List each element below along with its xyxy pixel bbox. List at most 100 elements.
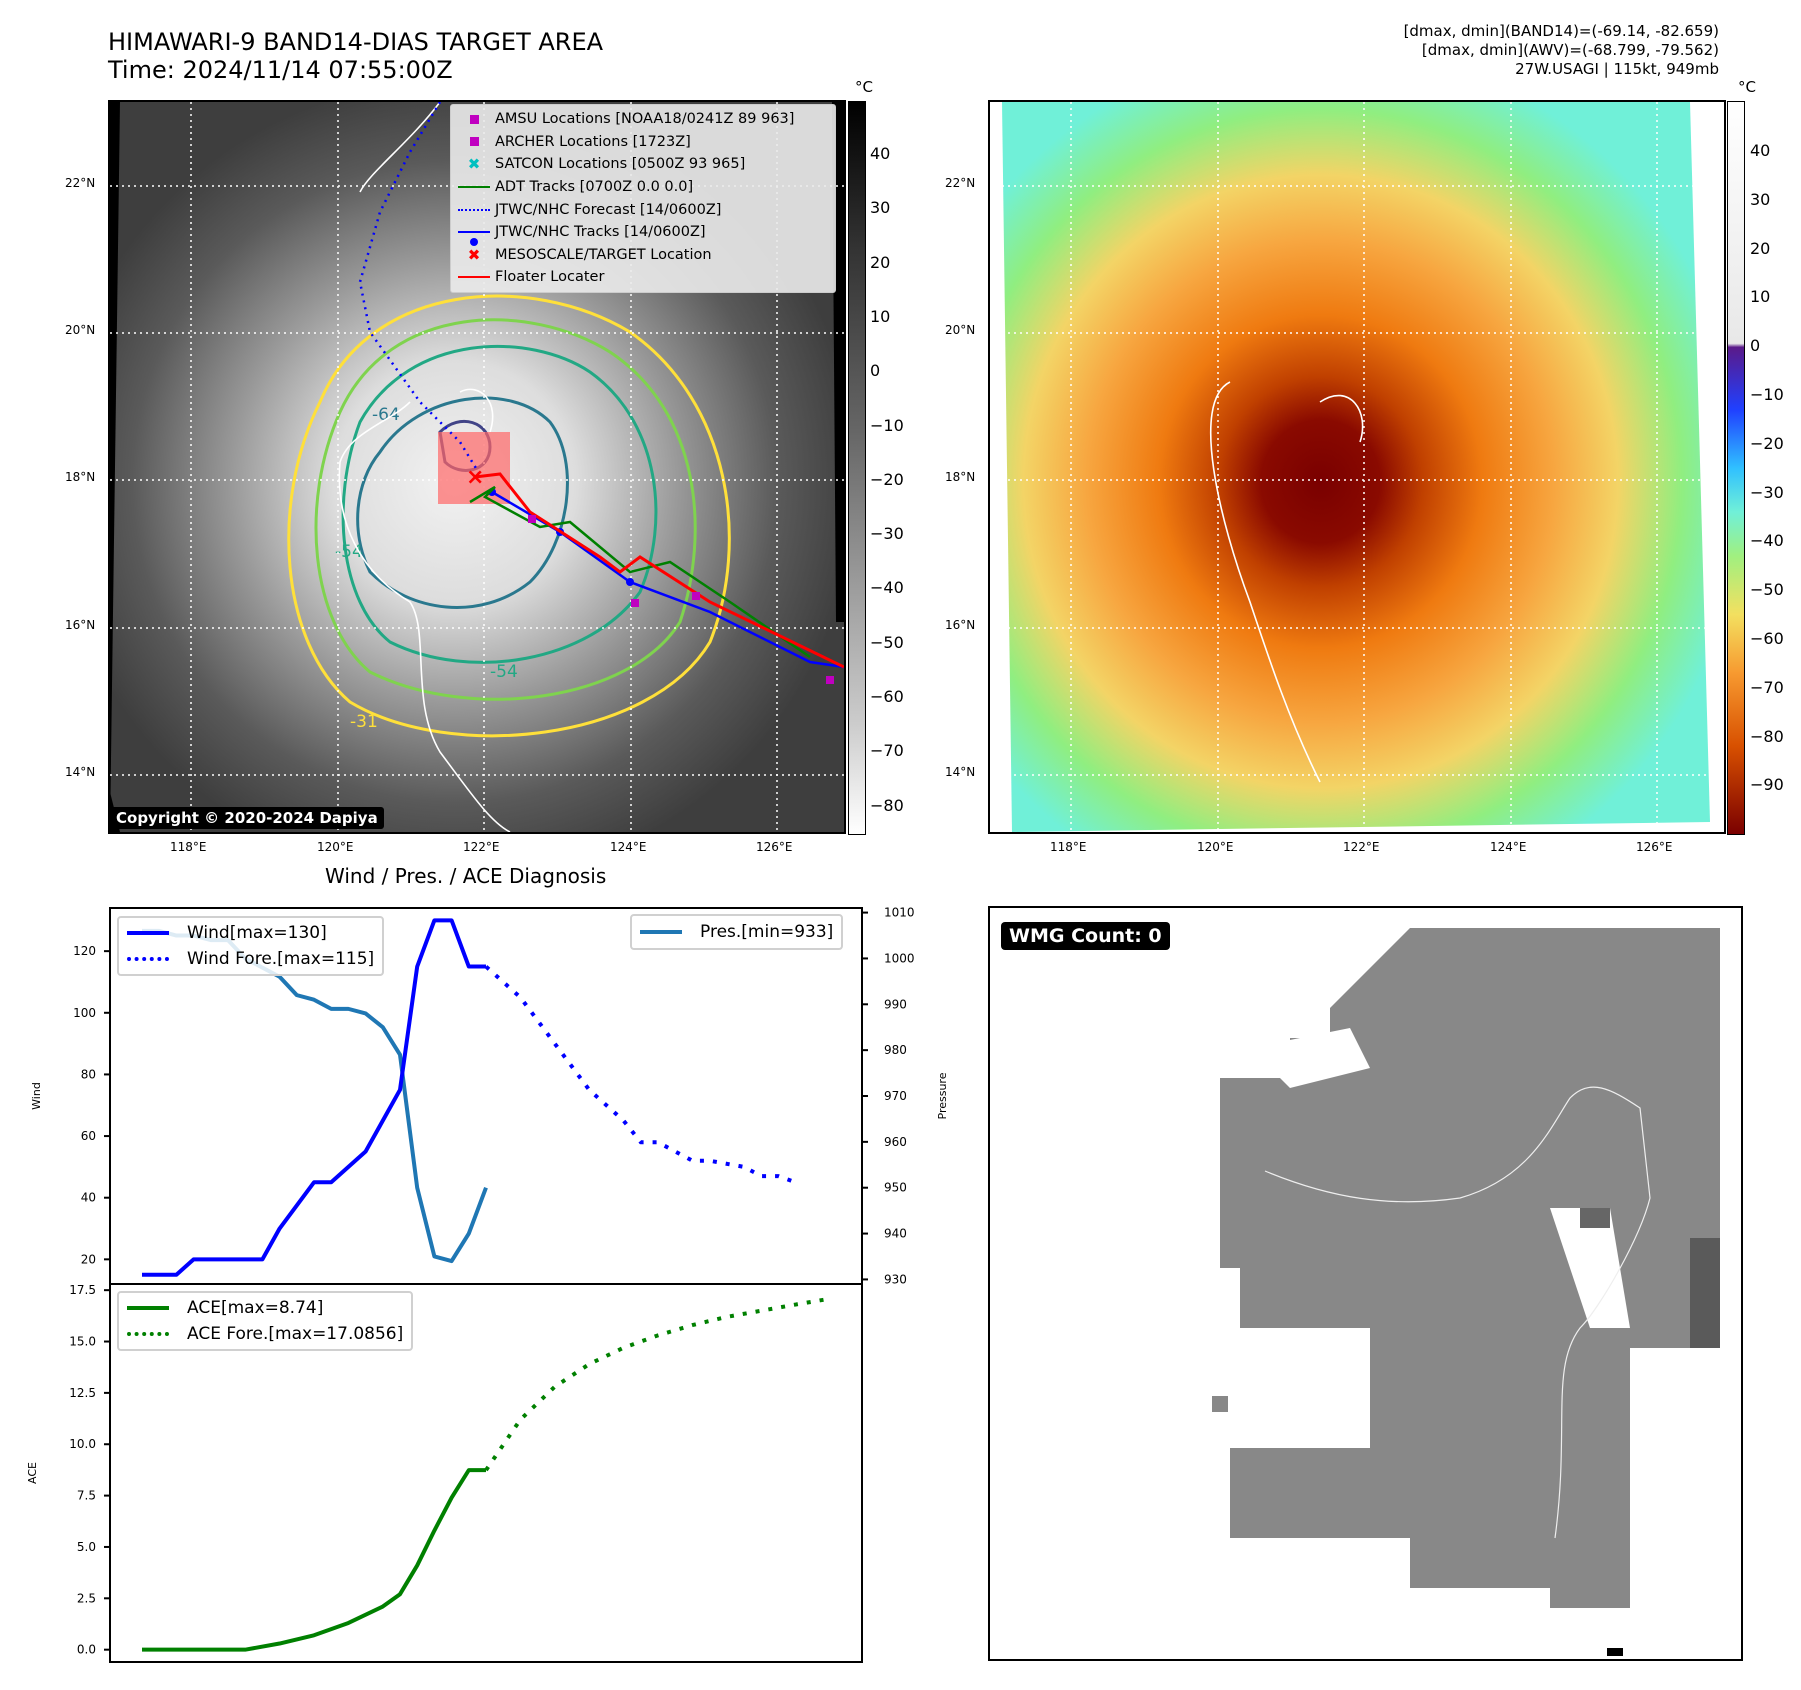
legend-item-pressure: Pres.[min=933]: [640, 918, 833, 946]
y-axis-label: ACE: [26, 1462, 39, 1484]
y2-tick-label: 930: [884, 1272, 907, 1286]
lat-label: 14°N: [945, 765, 976, 779]
gridlines: [990, 102, 1724, 832]
y2-tick-label: 1000: [884, 951, 915, 965]
legend-label: Wind[max=130]: [187, 923, 327, 943]
colorbar-tick-label: 20: [1750, 238, 1771, 258]
ace-axes-frame: [109, 1283, 863, 1663]
y-tick-label: 80: [81, 1067, 96, 1081]
x-marker-icon: ✖: [467, 155, 481, 174]
colorbar-tick-label: 40: [1750, 141, 1771, 160]
contour-minus42: [314, 318, 697, 701]
y-tick-label: 120: [73, 944, 96, 958]
lon-label: 124°E: [610, 840, 647, 854]
y-tick-label: 15.0: [69, 1335, 96, 1349]
storm-summary: 27W.USAGI | 115kt, 949mb: [1515, 60, 1719, 78]
coastline: [1264, 1086, 1651, 1539]
solid-line-icon: [127, 931, 169, 935]
colorbar-tick-label: −90: [1750, 775, 1784, 795]
colorbar-tick-label: −40: [1750, 531, 1784, 551]
contour-minus31: [287, 294, 731, 738]
legend-label: ARCHER Locations [1723Z]: [495, 133, 691, 150]
series-line-ace: [142, 1468, 486, 1652]
colorbar-tick-label: −30: [1750, 482, 1784, 502]
colorbar-tick-label: 0: [1750, 336, 1761, 356]
lat-label: 18°N: [65, 470, 96, 484]
wmg-gap: [1550, 1208, 1630, 1328]
map-legend: AMSU Locations [NOAA18/0241Z 89 963] ARC…: [450, 104, 836, 293]
colorbar-tick-label: −10: [870, 415, 904, 435]
colorbar-tick-label: −60: [1750, 629, 1784, 648]
y-tick-label: 12.5: [69, 1386, 96, 1400]
square-marker-icon: [469, 114, 479, 124]
legend-item-ace-fore: ACE Fore.[max=17.0856]: [127, 1321, 403, 1347]
legend-label: Wind Fore.[max=115]: [187, 949, 375, 969]
legend-item-forecast: JTWC/NHC Forecast [14/0600Z]: [453, 198, 833, 221]
legend-label: ACE Fore.[max=17.0856]: [187, 1324, 404, 1344]
colorbar-tick-label: 10: [1750, 287, 1771, 307]
ir-map-panel: -64 -54 -54 -31 ×: [108, 100, 846, 834]
wmg-gap: [1250, 1028, 1370, 1088]
colorbar-tick-label: −20: [1750, 433, 1784, 453]
y-tick-label: 17.5: [69, 1283, 96, 1297]
coastline: [1210, 381, 1364, 783]
lon-label: 124°E: [1490, 840, 1527, 854]
band14-range: [dmax, dmin](BAND14)=(-69.14, -82.659): [1403, 22, 1719, 40]
colorbar-tick-label: −50: [1750, 580, 1784, 600]
colorbar-tick-label: 30: [870, 198, 891, 218]
lat-label: 22°N: [945, 176, 976, 190]
y-axis-label: Wind: [30, 1082, 43, 1110]
contour-label: -64: [372, 405, 400, 425]
colorbar-tick-label: 40: [870, 144, 891, 163]
lat-label: 14°N: [65, 765, 96, 779]
y-tick-label: 100: [73, 1006, 96, 1020]
dotted-line-icon: [127, 957, 169, 961]
legend-item-ace: ACE[max=8.74]: [127, 1295, 403, 1321]
contour-minus64: [356, 396, 569, 609]
jtwc-track-point: [626, 578, 634, 586]
contour-label: -54: [490, 662, 518, 682]
y-tick-label: 10.0: [69, 1437, 96, 1451]
series-line-wind: [142, 918, 486, 1277]
colorbar-tick-label: 10: [870, 306, 891, 326]
lon-label: 118°E: [1050, 840, 1087, 854]
colorbar-tick-label: −80: [870, 795, 904, 815]
y2-tick-label: 960: [884, 1135, 907, 1149]
ir-colorbar-unit: °C: [855, 78, 873, 96]
storm-info: [dmax, dmin](BAND14)=(-69.14, -82.659) [d…: [1404, 22, 1719, 79]
wmg-dark-cell: [1580, 1208, 1610, 1228]
legend-item-wind: Wind[max=130]: [127, 920, 374, 946]
ir-colorbar: [848, 101, 866, 835]
solid-line-icon: [127, 1306, 169, 1310]
contour-minus54: [341, 344, 658, 664]
wmg-edge-marker: [1607, 1648, 1623, 1656]
colorbar-tick-label: 0: [870, 361, 881, 381]
target-marker: ×: [466, 465, 484, 490]
solid-line-icon: [640, 930, 682, 934]
awv-map-panel: [988, 100, 1726, 834]
legend-label: Floater Locater: [495, 269, 605, 286]
y2-tick-label: 980: [884, 1043, 907, 1057]
archer-marker: [631, 599, 639, 607]
y-tick-label: 0.0: [77, 1643, 96, 1657]
copyright-badge: Copyright © 2020-2024 Dapiya: [110, 807, 384, 829]
coastline: [338, 102, 511, 832]
y2-tick-label: 950: [884, 1181, 907, 1195]
wmg-dark-cell: [1690, 1238, 1720, 1348]
lon-label: 126°E: [756, 840, 793, 854]
awv-range: [dmax, dmin](AWV)=(-68.799, -79.562): [1421, 41, 1719, 59]
series-line-pres-: [142, 928, 488, 1264]
colorbar-tick-label: −50: [870, 632, 904, 652]
legend-item-target: ✖ MESOSCALE/TARGET Location: [453, 244, 833, 267]
legend-label: ADT Tracks [0700Z 0.0 0.0]: [495, 179, 694, 196]
colorbar-tick-label: −30: [870, 524, 904, 544]
wmg-mask-region: [1220, 928, 1720, 1608]
ace-legend: ACE[max=8.74] ACE Fore.[max=17.0856]: [117, 1291, 414, 1351]
lon-label: 122°E: [1343, 840, 1380, 854]
awv-imagery: [1002, 102, 1710, 832]
amsu-marker: [826, 676, 834, 684]
legend-item-floater: Floater Locater: [453, 266, 833, 289]
wmg-panel: WMG Count: 0: [988, 906, 1743, 1661]
figure-title: HIMAWARI-9 BAND14-DIAS TARGET AREA Time: …: [108, 28, 603, 84]
lon-label: 120°E: [1197, 840, 1234, 854]
